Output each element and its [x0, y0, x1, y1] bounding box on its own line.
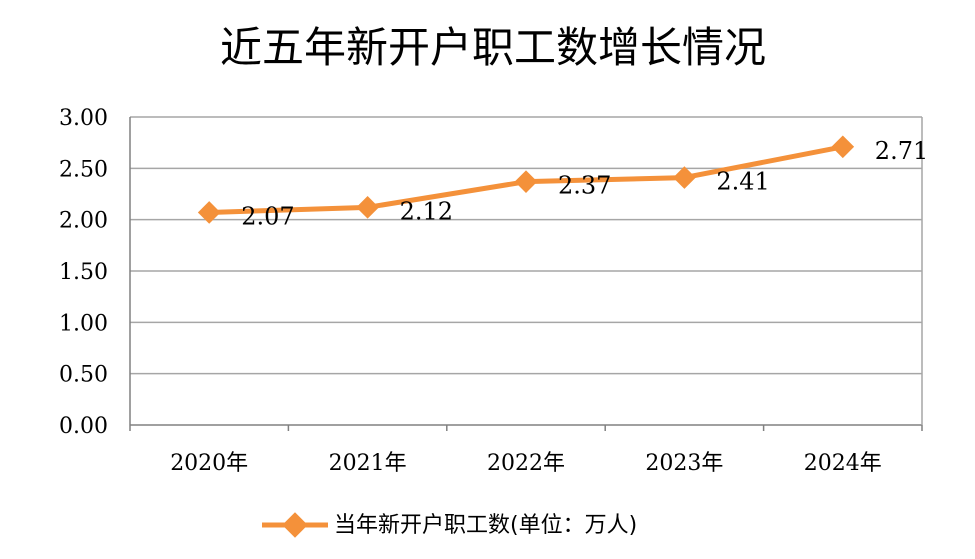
y-tick-label: 0.50: [59, 363, 108, 388]
data-label: 2.07: [241, 202, 294, 230]
x-category-label: 2024年: [804, 451, 882, 476]
data-point-marker: [831, 135, 855, 159]
x-category-label: 2022年: [487, 451, 565, 476]
x-category-label: 2023年: [645, 451, 723, 476]
legend: 当年新开户职工数(单位：万人): [262, 512, 637, 538]
y-tick-label: 1.50: [59, 260, 108, 285]
y-tick-label: 1.00: [59, 311, 108, 336]
legend-diamond-marker: [282, 512, 308, 538]
data-labels: 2.07 2.12 2.37 2.41 2.71: [241, 137, 928, 231]
y-tick-label: 3.00: [59, 106, 108, 131]
data-label: 2.41: [716, 168, 769, 196]
chart-title: 近五年新开户职工数增长情况: [220, 23, 766, 72]
x-axis-category-labels: 2020年 2021年 2022年 2023年 2024年: [170, 451, 882, 476]
y-tick-label: 2.00: [59, 209, 108, 234]
x-category-label: 2021年: [329, 451, 407, 476]
y-tick-label: 0.00: [59, 414, 108, 439]
gridlines: [130, 116, 922, 375]
axes: [129, 117, 923, 431]
data-point-marker: [514, 170, 538, 193]
data-point-marker: [673, 166, 696, 189]
data-point-marker: [356, 196, 379, 219]
data-label: 2.37: [558, 172, 611, 200]
data-label: 2.71: [875, 137, 928, 165]
legend-entry-label: 当年新开户职工数(单位：万人): [334, 513, 637, 538]
x-category-label: 2020年: [170, 451, 248, 476]
y-tick-label: 2.50: [59, 157, 108, 182]
y-axis-tick-labels: 0.00 0.50 1.00 1.50 2.00 2.50 3.00: [59, 106, 108, 439]
data-label: 2.12: [400, 197, 453, 225]
